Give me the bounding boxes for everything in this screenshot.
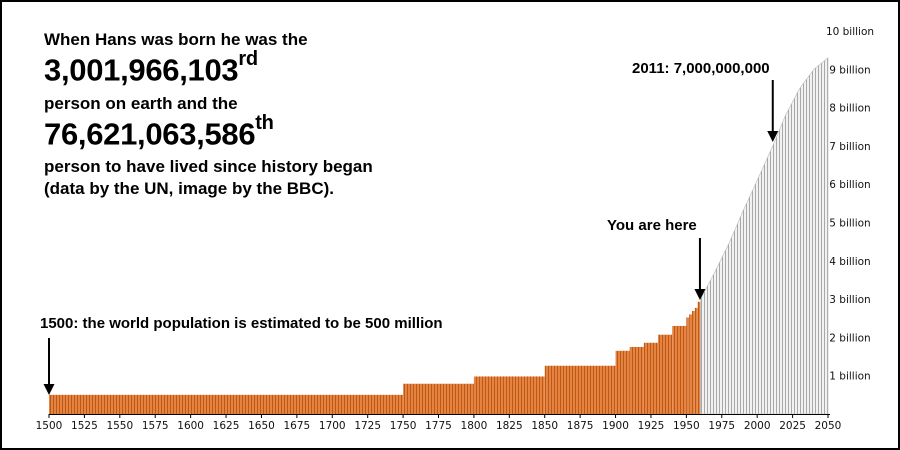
x-tick-label-1525: 1525: [71, 420, 98, 432]
intro-line-1: When Hans was born he was the: [44, 30, 308, 49]
lived-rank-number: 76,621,063,586th: [44, 112, 274, 152]
y-tick-label-6: 6 billion: [829, 179, 870, 191]
y-tick-label-2: 2 billion: [829, 332, 870, 344]
x-tick-label-2000: 2000: [744, 420, 771, 432]
x-tick-label-1675: 1675: [283, 420, 310, 432]
x-tick-label-1625: 1625: [213, 420, 240, 432]
x-tick-label-1900: 1900: [602, 420, 629, 432]
x-tick-label-1775: 1775: [425, 420, 452, 432]
x-tick-label-1925: 1925: [638, 420, 665, 432]
birth-rank-number: 3,001,966,103rd: [44, 48, 258, 88]
x-tick-label-1800: 1800: [461, 420, 488, 432]
y-tick-label-9: 9 billion: [829, 64, 870, 76]
bar-past-6: [643, 342, 659, 414]
intro-line-2: person on earth and the: [44, 94, 238, 113]
lived-rank-value: 76,621,063,586: [44, 116, 256, 152]
bar-past-1: [403, 383, 474, 414]
x-tick-label-2050: 2050: [815, 420, 842, 432]
bar-past-4: [615, 350, 630, 414]
x-tick-label-1725: 1725: [354, 420, 381, 432]
birth-rank-suffix: rd: [238, 48, 258, 70]
bar-past-12: [694, 307, 698, 414]
lived-rank-suffix: th: [255, 112, 274, 134]
y-tick-label-7: 7 billion: [829, 141, 870, 153]
x-tick-label-1600: 1600: [177, 420, 204, 432]
bar-past-9: [686, 317, 690, 414]
bar-past-7: [658, 334, 673, 414]
birth-rank-value: 3,001,966,103: [44, 52, 239, 88]
bar-past-3: [544, 365, 616, 414]
x-tick-label-1750: 1750: [390, 420, 417, 432]
annotation-you-are-here: You are here: [607, 217, 697, 234]
projection-area: [700, 57, 829, 415]
bar-past-0: [49, 394, 404, 414]
y-tick-label-5: 5 billion: [829, 218, 870, 230]
bar-past-8: [672, 325, 687, 414]
bar-past-2: [473, 376, 545, 414]
arrow-1500-head: [43, 384, 55, 395]
y-tick-label-1: 1 billion: [829, 371, 870, 383]
bar-past-10: [689, 314, 693, 414]
x-tick-label-1500: 1500: [36, 420, 63, 432]
x-tick-label-1700: 1700: [319, 420, 346, 432]
x-tick-label-1950: 1950: [673, 420, 700, 432]
bar-past-11: [692, 310, 695, 414]
y-tick-label-10: 10 billion: [826, 26, 874, 38]
y-tick-label-3: 3 billion: [829, 294, 870, 306]
intro-line-3: person to have lived since history began: [44, 157, 373, 176]
intro-line-4: (data by the UN, image by the BBC).: [44, 179, 334, 198]
y-tick-label-8: 8 billion: [829, 103, 870, 115]
arrow-you-are-here-head: [694, 289, 706, 300]
bar-past-5: [629, 346, 644, 414]
annotation-1500: 1500: the world population is estimated …: [40, 315, 443, 332]
x-tick-label-1550: 1550: [106, 420, 133, 432]
x-tick-label-1975: 1975: [708, 420, 735, 432]
arrow-2011-head: [767, 131, 779, 142]
x-tick-label-1850: 1850: [531, 420, 558, 432]
x-tick-label-1650: 1650: [248, 420, 275, 432]
y-tick-label-4: 4 billion: [829, 256, 870, 268]
x-tick-label-1875: 1875: [567, 420, 594, 432]
x-tick-label-2025: 2025: [779, 420, 806, 432]
annotation-2011: 2011: 7,000,000,000: [632, 60, 770, 77]
x-tick-label-1575: 1575: [142, 420, 169, 432]
bar-past-13: [697, 301, 701, 414]
x-tick-label-1825: 1825: [496, 420, 523, 432]
